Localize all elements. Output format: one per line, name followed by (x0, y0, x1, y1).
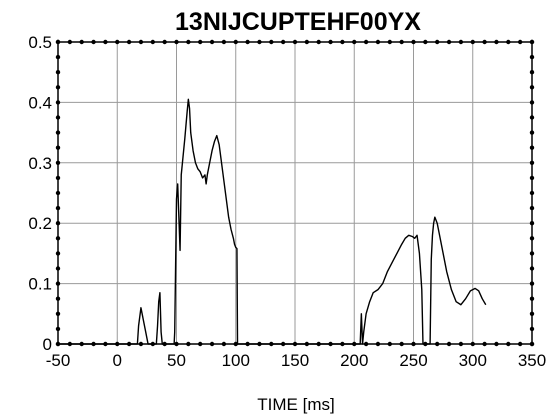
x-tick-label: 50 (167, 351, 186, 370)
x-tick-label: 150 (281, 351, 309, 370)
x-tick-label: 100 (222, 351, 250, 370)
y-tick-label: 0.3 (28, 154, 52, 173)
series-layer (58, 98, 487, 345)
y-tick-label: 0.1 (28, 275, 52, 294)
plot-frame (57, 41, 533, 345)
y-tick-label: 0.5 (28, 33, 52, 52)
y-tick-label: 0.2 (28, 214, 52, 233)
x-tick-label: 200 (340, 351, 368, 370)
chart-title: 13NIJCUPTEHF00YX (175, 8, 421, 36)
x-axis-label: TIME [ms] (257, 395, 334, 414)
series-line (58, 98, 487, 345)
x-tick-label: 350 (518, 351, 546, 370)
x-tick-label: -50 (46, 351, 71, 370)
y-tick-label: 0.4 (28, 93, 52, 112)
x-tick-labels: -50 0 50 100 150 200 250 300 350 (46, 351, 546, 370)
x-tick-label: 300 (459, 351, 487, 370)
x-tick-label: 0 (113, 351, 122, 370)
grid-lines (58, 42, 532, 344)
y-tick-labels: 0 0.1 0.2 0.3 0.4 0.5 (28, 33, 52, 354)
y-tick-label: 0 (43, 335, 52, 354)
x-tick-label: 250 (399, 351, 427, 370)
